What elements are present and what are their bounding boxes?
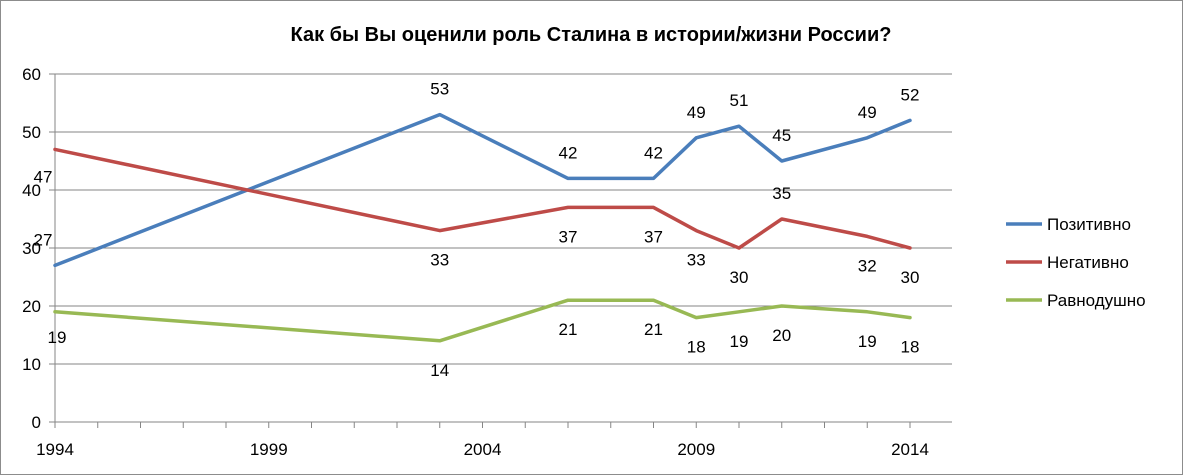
series-line-1 <box>53 112 912 268</box>
data-label: 49 <box>687 103 706 122</box>
data-label: 53 <box>430 80 449 99</box>
series-line-3 <box>53 298 912 343</box>
data-label: 35 <box>772 184 791 203</box>
data-label: 33 <box>430 251 449 270</box>
gridlines <box>55 73 952 365</box>
data-label: 32 <box>858 256 877 275</box>
x-tick-label: 2009 <box>677 440 715 459</box>
legend: Позитивно Негативно Равнодушно <box>1006 215 1146 310</box>
data-label: 45 <box>772 126 791 145</box>
y-tick-label: 20 <box>22 297 41 316</box>
data-label: 20 <box>772 326 791 345</box>
data-label: 19 <box>858 332 877 351</box>
data-label: 21 <box>559 320 578 339</box>
y-tick-labels: 0 10 20 30 40 50 60 <box>22 65 41 432</box>
data-label: 18 <box>687 338 706 357</box>
data-label: 47 <box>34 167 53 186</box>
data-label: 27 <box>34 230 53 249</box>
y-tick-label: 40 <box>22 181 41 200</box>
y-tick-label: 10 <box>22 355 41 374</box>
legend-entry: Негативно <box>1047 253 1129 272</box>
chart-title: Как бы Вы оценили роль Сталина в истории… <box>291 24 892 46</box>
series-lines <box>53 112 912 343</box>
data-label: 14 <box>430 361 449 380</box>
x-tick-label: 2004 <box>464 440 502 459</box>
x-tick-label: 1999 <box>250 440 288 459</box>
data-label: 30 <box>730 268 749 287</box>
y-tick-label: 0 <box>32 413 41 432</box>
axes <box>49 73 952 428</box>
data-label: 42 <box>644 143 663 162</box>
data-label: 42 <box>559 143 578 162</box>
data-label: 19 <box>48 328 67 347</box>
y-tick-label: 60 <box>22 65 41 84</box>
data-label: 19 <box>730 332 749 351</box>
data-label: 51 <box>730 91 749 110</box>
x-tick-label: 1994 <box>36 440 74 459</box>
legend-entry: Позитивно <box>1047 215 1131 234</box>
data-label: 37 <box>559 227 578 246</box>
data-label: 33 <box>687 251 706 270</box>
data-labels: 27 53 42 42 49 51 45 49 52 47 33 37 37 33 30 35 32 30 19 14… <box>34 80 920 380</box>
series-line-2 <box>53 147 912 250</box>
data-label: 21 <box>644 320 663 339</box>
data-label: 37 <box>644 227 663 246</box>
legend-entry: Равнодушно <box>1047 291 1146 310</box>
data-label: 30 <box>901 268 920 287</box>
data-label: 18 <box>901 338 920 357</box>
y-tick-label: 30 <box>22 239 41 258</box>
x-tick-labels: 1994 1999 2004 2009 2014 <box>36 440 929 459</box>
x-tick-label: 2014 <box>891 440 929 459</box>
data-label: 49 <box>858 103 877 122</box>
y-tick-label: 50 <box>22 123 41 142</box>
data-label: 52 <box>901 85 920 104</box>
